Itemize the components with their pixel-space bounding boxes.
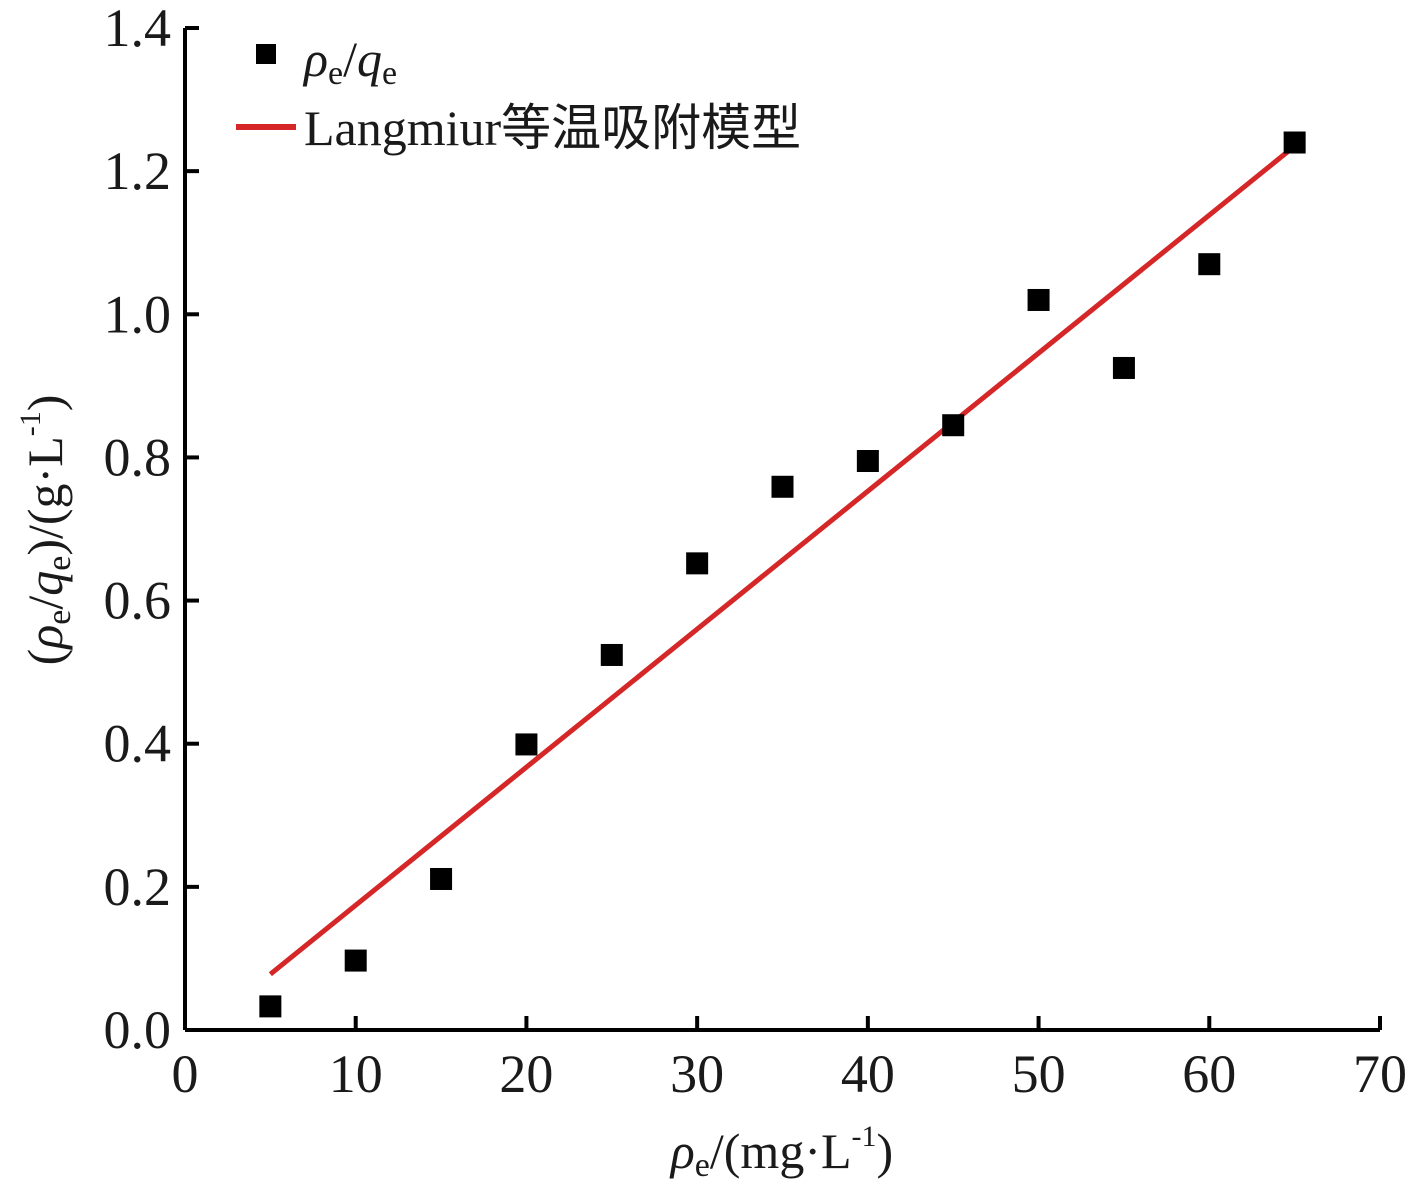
- y-label-sub: e: [41, 610, 78, 625]
- x-tick-label: 70: [1353, 1044, 1407, 1104]
- x-tick-label: 40: [841, 1044, 895, 1104]
- data-point: [1283, 131, 1306, 154]
- data-point: [1198, 253, 1221, 276]
- x-label-rest: /(mg·L: [710, 1123, 852, 1179]
- y-tick-label: 0.2: [104, 857, 172, 917]
- legend-scatter-symbol: ρ: [302, 31, 328, 87]
- data-point: [344, 949, 367, 972]
- y-tick-label: 0.8: [104, 427, 172, 487]
- x-axis-label: ρe/(mg·L-1): [669, 1120, 893, 1181]
- data-point: [771, 475, 794, 498]
- data-point: [856, 450, 879, 473]
- x-tick-label: 50: [1012, 1044, 1066, 1104]
- y-tick-label: 0.4: [104, 714, 172, 774]
- legend-scatter-symbol2: q: [357, 31, 382, 87]
- y-tick-label: 1.0: [104, 284, 172, 344]
- x-label-sub: e: [695, 1147, 710, 1181]
- x-tick-label: 60: [1182, 1044, 1236, 1104]
- y-tick-label: 0.6: [104, 571, 172, 631]
- legend-scatter-slash: /: [343, 31, 357, 87]
- y-label-close: ): [17, 395, 73, 412]
- y-label-rest: )/(g·L: [17, 436, 73, 555]
- fit-line: [268, 144, 1297, 977]
- x-label-close: ): [877, 1123, 894, 1179]
- x-tick-label: 0: [172, 1044, 199, 1104]
- x-ticks: 0 10 20 30 40 50 60 70: [172, 1016, 1407, 1104]
- data-point: [600, 643, 623, 666]
- y-axis-label: (ρe/qe)/(g·L-1): [14, 395, 78, 666]
- y-label-slash: /: [17, 596, 73, 610]
- legend-label-scatter: ρe/qe: [302, 31, 397, 92]
- data-point: [430, 867, 453, 890]
- y-label-sub2: e: [41, 556, 78, 571]
- y-tick-label: 0.0: [104, 1000, 172, 1060]
- x-tick-label: 10: [329, 1044, 383, 1104]
- data-point: [686, 552, 709, 575]
- y-tick-label: 1.4: [104, 0, 172, 58]
- y-ticks: 0.0 0.2 0.4 0.6 0.8 1.0 1.2 1.4: [104, 0, 199, 1060]
- legend-label-line: Langmiur等温吸附模型: [304, 100, 801, 156]
- data-points: [259, 131, 1306, 1018]
- y-label-symbol2: q: [17, 571, 73, 596]
- data-point: [1027, 288, 1050, 311]
- y-label-open: (: [17, 649, 73, 666]
- legend: ρe/qe Langmiur等温吸附模型: [236, 31, 801, 156]
- data-point: [259, 995, 282, 1018]
- data-point: [515, 733, 538, 756]
- legend-square-marker: [256, 44, 276, 64]
- y-tick-label: 1.2: [104, 141, 172, 201]
- data-point: [942, 414, 965, 437]
- x-label-symbol: ρ: [669, 1123, 695, 1179]
- x-tick-label: 20: [499, 1044, 553, 1104]
- x-label-sup: -1: [852, 1120, 877, 1153]
- y-label-symbol: ρ: [17, 625, 73, 651]
- data-point: [1112, 356, 1135, 379]
- legend-scatter-sub: e: [328, 55, 343, 92]
- legend-scatter-sub2: e: [382, 55, 397, 92]
- y-label-sup: -1: [14, 411, 47, 436]
- axes: [183, 28, 1380, 1032]
- x-tick-label: 30: [670, 1044, 724, 1104]
